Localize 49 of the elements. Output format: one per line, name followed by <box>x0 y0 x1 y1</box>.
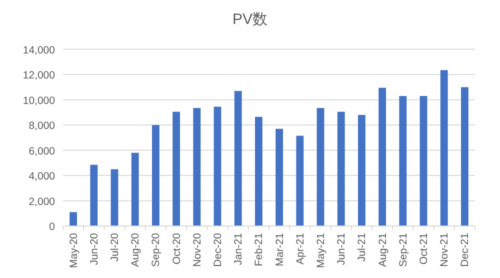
bar <box>90 164 98 226</box>
x-tick-label: Mar-21 <box>274 232 286 266</box>
y-tick-label: 10,000 <box>22 94 56 107</box>
y-tick-label: 8,000 <box>28 120 56 132</box>
y-tick-label: 14,000 <box>22 44 56 56</box>
bar <box>399 96 407 226</box>
x-tick-label: Dec-20 <box>212 232 224 267</box>
x-tick-label: Oct-21 <box>418 232 430 265</box>
bar <box>131 152 139 226</box>
x-tick-label: Sep-21 <box>397 232 410 267</box>
x-tick-label: Sep-20 <box>150 232 162 267</box>
bar <box>276 128 284 226</box>
bar <box>440 70 448 226</box>
x-tick-label: Apr-21 <box>294 232 306 265</box>
bar <box>337 112 345 226</box>
bar <box>172 112 180 226</box>
x-tick-label: Jul-20 <box>109 232 121 262</box>
y-tick-label: 0 <box>49 221 56 233</box>
bar <box>316 108 324 226</box>
x-tick-label: Nov-20 <box>191 232 204 267</box>
x-tick-label: Oct-20 <box>170 232 183 265</box>
x-tick-label: Feb-21 <box>253 232 266 266</box>
y-tick-label: 12,000 <box>22 70 56 82</box>
bar <box>420 96 428 226</box>
y-tick-label: 4,000 <box>28 170 56 183</box>
bar <box>378 88 386 226</box>
x-tick-label: May-20 <box>68 232 80 268</box>
x-tick-label: May-21 <box>315 232 327 268</box>
x-tick-label: Jan-21 <box>232 232 245 266</box>
x-tick-label: Nov-21 <box>438 232 451 267</box>
bar <box>110 169 118 226</box>
x-tick-label: Dec-21 <box>459 232 472 267</box>
x-tick-label: Aug-20 <box>130 232 142 267</box>
bar <box>358 114 366 226</box>
x-tick-label: Jun-21 <box>336 232 348 266</box>
bar <box>70 212 78 226</box>
y-tick-label: 2,000 <box>28 196 56 208</box>
bar <box>152 125 160 226</box>
bar <box>234 90 242 226</box>
bar <box>193 108 201 226</box>
y-tick-label: 6,000 <box>28 145 56 158</box>
bar <box>254 116 262 226</box>
bar <box>460 87 468 226</box>
bar <box>214 106 222 226</box>
x-tick-label: Jul-21 <box>356 232 368 262</box>
chart-title: PV数 <box>232 11 268 28</box>
x-tick-label: Jun-20 <box>88 232 100 266</box>
bar <box>296 136 304 226</box>
x-tick-label: Aug-21 <box>376 232 389 267</box>
